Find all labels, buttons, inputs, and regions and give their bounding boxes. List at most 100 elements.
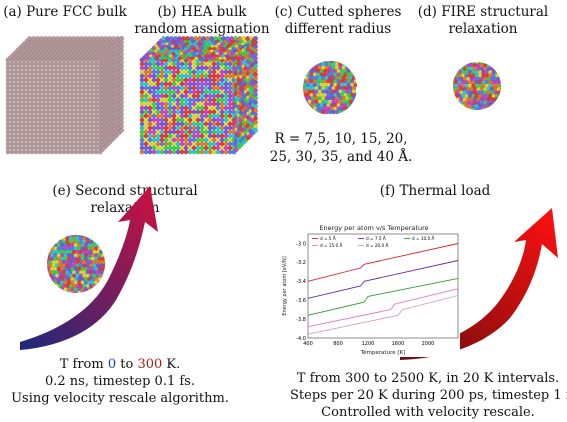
fcc-atom bbox=[9, 145, 15, 151]
hea-atom bbox=[155, 77, 161, 83]
hea-atom bbox=[179, 117, 185, 123]
hea-atom bbox=[175, 109, 181, 115]
hea-atom bbox=[237, 36, 242, 41]
sphere-atom bbox=[351, 99, 357, 105]
hea-atom bbox=[155, 129, 161, 135]
fcc-atom bbox=[9, 65, 15, 71]
hea-atom bbox=[211, 81, 217, 87]
fcc-atom bbox=[93, 97, 99, 103]
hea-atom bbox=[223, 109, 229, 115]
fcc-atom bbox=[49, 97, 55, 103]
fcc-atom bbox=[49, 121, 55, 127]
fcc-atom bbox=[9, 137, 15, 143]
fcc-atom bbox=[33, 97, 39, 103]
sphere-atom bbox=[97, 235, 102, 238]
sphere-atom bbox=[95, 283, 101, 289]
hea-atom bbox=[165, 36, 170, 41]
sphere-atom bbox=[484, 62, 490, 65]
hea-atom bbox=[183, 85, 189, 91]
hea-atom bbox=[199, 65, 205, 71]
hea-atom bbox=[167, 113, 173, 119]
fcc-atom bbox=[77, 149, 83, 155]
fcc-atom bbox=[69, 81, 75, 87]
hea-atom bbox=[227, 93, 233, 99]
fcc-atom bbox=[119, 104, 124, 109]
fcc-atom bbox=[37, 125, 43, 131]
fcc-atom bbox=[81, 109, 87, 115]
fcc-atom bbox=[49, 77, 55, 83]
hea-atom bbox=[203, 93, 209, 99]
hea-atom bbox=[227, 97, 233, 103]
fcc-atom bbox=[21, 133, 27, 139]
hea-atom bbox=[139, 125, 145, 131]
fcc-atom bbox=[21, 61, 27, 67]
hea-atom bbox=[223, 141, 229, 147]
sphere-atom bbox=[80, 290, 85, 293]
hea-atom bbox=[205, 36, 210, 41]
fcc-atom bbox=[81, 93, 87, 99]
hea-atom bbox=[147, 89, 153, 95]
hea-atom bbox=[179, 65, 185, 71]
hea-atom bbox=[163, 129, 169, 135]
fcc-atom bbox=[77, 109, 83, 115]
fcc-atom bbox=[61, 141, 67, 147]
fcc-atom bbox=[5, 145, 11, 151]
fcc-atom bbox=[65, 69, 71, 75]
hea-atom bbox=[187, 81, 193, 87]
sphere-atom bbox=[100, 280, 105, 285]
fcc-atom bbox=[13, 125, 19, 131]
hea-atom bbox=[151, 109, 157, 115]
hea-atom bbox=[187, 93, 193, 99]
fcc-atom bbox=[85, 109, 91, 115]
hea-atom bbox=[219, 69, 225, 75]
fcc-atom bbox=[5, 89, 11, 95]
fcc-atom bbox=[59, 36, 64, 41]
fcc-atom bbox=[41, 129, 47, 135]
fcc-atom bbox=[25, 101, 31, 107]
fcc-atom bbox=[49, 117, 55, 123]
fcc-atom bbox=[85, 93, 91, 99]
fcc-atom bbox=[61, 113, 67, 119]
fcc-atom bbox=[89, 61, 95, 67]
hea-atom bbox=[187, 129, 193, 135]
fcc-atom bbox=[57, 65, 63, 71]
fcc-atom bbox=[25, 77, 31, 83]
hea-atom bbox=[227, 109, 233, 115]
fcc-atom bbox=[13, 109, 19, 115]
fcc-atom bbox=[85, 129, 91, 135]
fcc-atom bbox=[69, 101, 75, 107]
hea-atom bbox=[211, 137, 217, 143]
hea-atom bbox=[215, 65, 221, 71]
hea-atom bbox=[143, 145, 149, 151]
hea-atom bbox=[187, 141, 193, 147]
hea-atom bbox=[183, 129, 189, 135]
hea-atom bbox=[211, 65, 217, 71]
hea-atom bbox=[163, 69, 169, 75]
fcc-atom bbox=[37, 73, 43, 79]
hea-atom bbox=[155, 105, 161, 111]
fcc-atom bbox=[13, 65, 19, 71]
sphere-atom bbox=[351, 109, 357, 115]
hea-atom bbox=[219, 133, 225, 139]
hea-atom bbox=[151, 133, 157, 139]
fcc-atom bbox=[41, 81, 47, 87]
hea-atom bbox=[199, 121, 205, 127]
fcc-atom bbox=[69, 97, 75, 103]
fcc-atom bbox=[33, 105, 39, 111]
fcc-atom bbox=[85, 81, 91, 87]
fcc-atom bbox=[57, 117, 63, 123]
sphere-atom bbox=[460, 62, 466, 65]
hea-atom bbox=[183, 65, 189, 71]
hea-atom bbox=[199, 93, 205, 99]
sphere-atom bbox=[90, 235, 96, 238]
chart-series-line bbox=[307, 277, 459, 316]
hea-atom bbox=[183, 101, 189, 107]
hea-atom bbox=[187, 145, 193, 151]
hea-atom bbox=[139, 89, 145, 95]
hea-atom bbox=[223, 105, 229, 111]
fcc-atom bbox=[69, 73, 75, 79]
fcc-atom bbox=[65, 65, 71, 71]
fcc-atom bbox=[81, 77, 87, 83]
fcc-atom bbox=[49, 149, 55, 155]
hea-atom bbox=[171, 117, 177, 123]
